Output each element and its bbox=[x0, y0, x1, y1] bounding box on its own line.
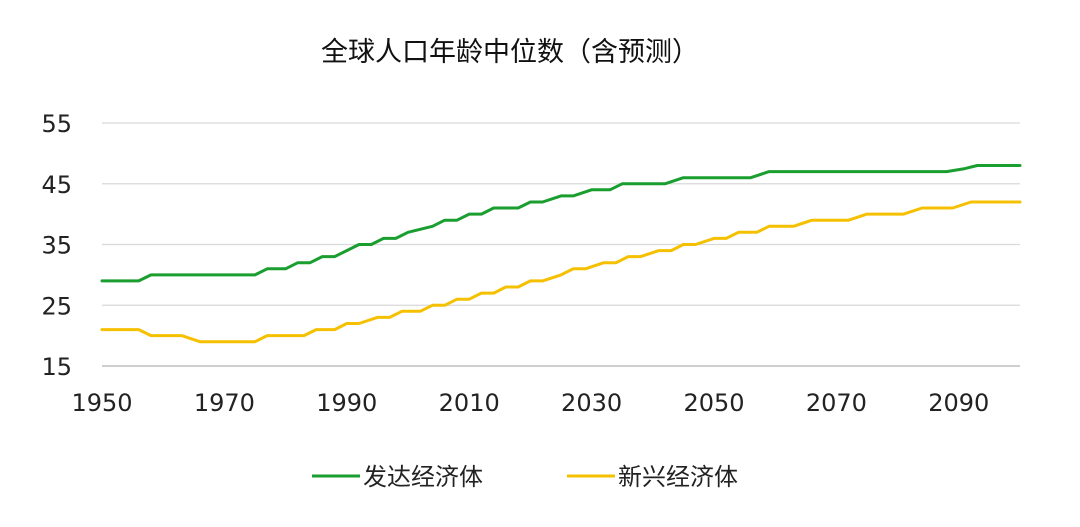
legend-label-0: 发达经济体 bbox=[363, 463, 483, 491]
legend-label-1: 新兴经济体 bbox=[618, 463, 738, 491]
legend: 发达经济体 新兴经济体 bbox=[312, 463, 738, 491]
y-tick-label: 35 bbox=[41, 232, 72, 260]
series-line-1 bbox=[100, 200, 1022, 344]
x-tick-label: 2030 bbox=[561, 389, 622, 417]
chart-title: 全球人口年龄中位数（含预测） bbox=[321, 37, 699, 68]
x-tick-label: 2050 bbox=[683, 389, 744, 417]
y-tick-label: 25 bbox=[41, 292, 72, 320]
x-tick-label: 1950 bbox=[71, 389, 132, 417]
x-tick-label: 2070 bbox=[806, 389, 867, 417]
series-line-0 bbox=[100, 164, 1022, 283]
x-tick-label: 2090 bbox=[928, 389, 989, 417]
y-tick-label: 45 bbox=[41, 171, 72, 199]
x-tick-label: 1990 bbox=[316, 389, 377, 417]
x-tick-label: 2010 bbox=[439, 389, 500, 417]
gridlines bbox=[102, 122, 1020, 306]
y-tick-labels: 15 25 35 45 55 bbox=[41, 110, 72, 381]
x-tick-labels: 1950 1970 1990 2010 2030 2050 2070 2090 bbox=[71, 389, 989, 417]
y-tick-label: 15 bbox=[41, 353, 72, 381]
series-lines bbox=[100, 164, 1022, 344]
x-tick-label: 1970 bbox=[194, 389, 255, 417]
y-tick-label: 55 bbox=[41, 110, 72, 138]
